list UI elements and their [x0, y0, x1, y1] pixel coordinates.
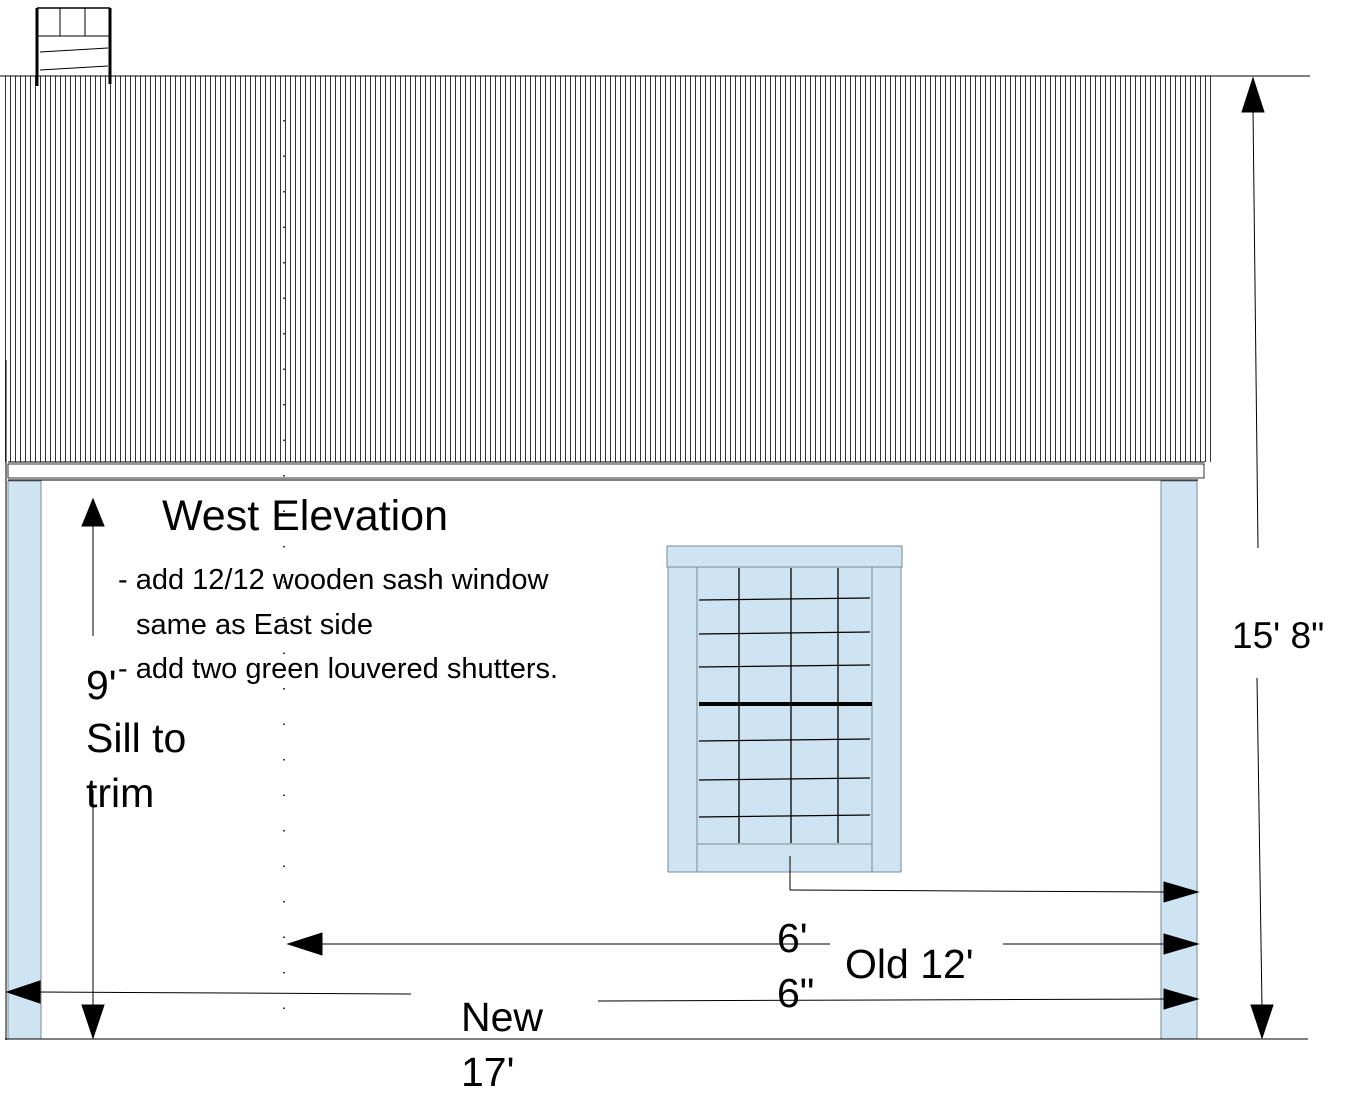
window-side-trim-right: [871, 566, 902, 873]
window-muntins: [698, 568, 871, 843]
dimension-sill-to-trim: [81, 497, 105, 1040]
window-side-trim-left: [667, 566, 698, 873]
note-window: - add 12/12 wooden sash window: [118, 564, 549, 596]
metal-roof: [0, 75, 1310, 1040]
dim-label-offset-feet: 6': [777, 915, 808, 961]
dim-label-new-feet: 17': [461, 1049, 515, 1095]
drawing-title: West Elevation: [162, 492, 449, 540]
note-window-same: same as East side: [136, 609, 373, 641]
dim-label-offset-inches: 6": [777, 970, 815, 1016]
dim-label-new: New: [461, 994, 544, 1040]
dimension-old-width: [286, 932, 1200, 956]
corner-board-right: [1160, 480, 1198, 1040]
sash-window: [666, 545, 903, 873]
window-head-trim: [666, 545, 903, 568]
dimension-window-offset: [789, 856, 1200, 903]
dim-label-sill-line2: trim: [86, 770, 155, 816]
dimension-height: [1241, 76, 1274, 1040]
chimney: [35, 7, 112, 86]
note-shutters: - add two green louvered shutters.: [118, 653, 559, 685]
dim-label-old-width: Old 12': [845, 941, 974, 987]
corner-board-left: [7, 480, 42, 1040]
window-sill: [696, 843, 873, 873]
dim-label-sill-line1: Sill to: [86, 715, 187, 761]
dimension-new-width: [5, 980, 1200, 1010]
dim-label-height: 15' 8": [1232, 615, 1325, 656]
dim-label-sill-feet: 9': [86, 662, 117, 708]
